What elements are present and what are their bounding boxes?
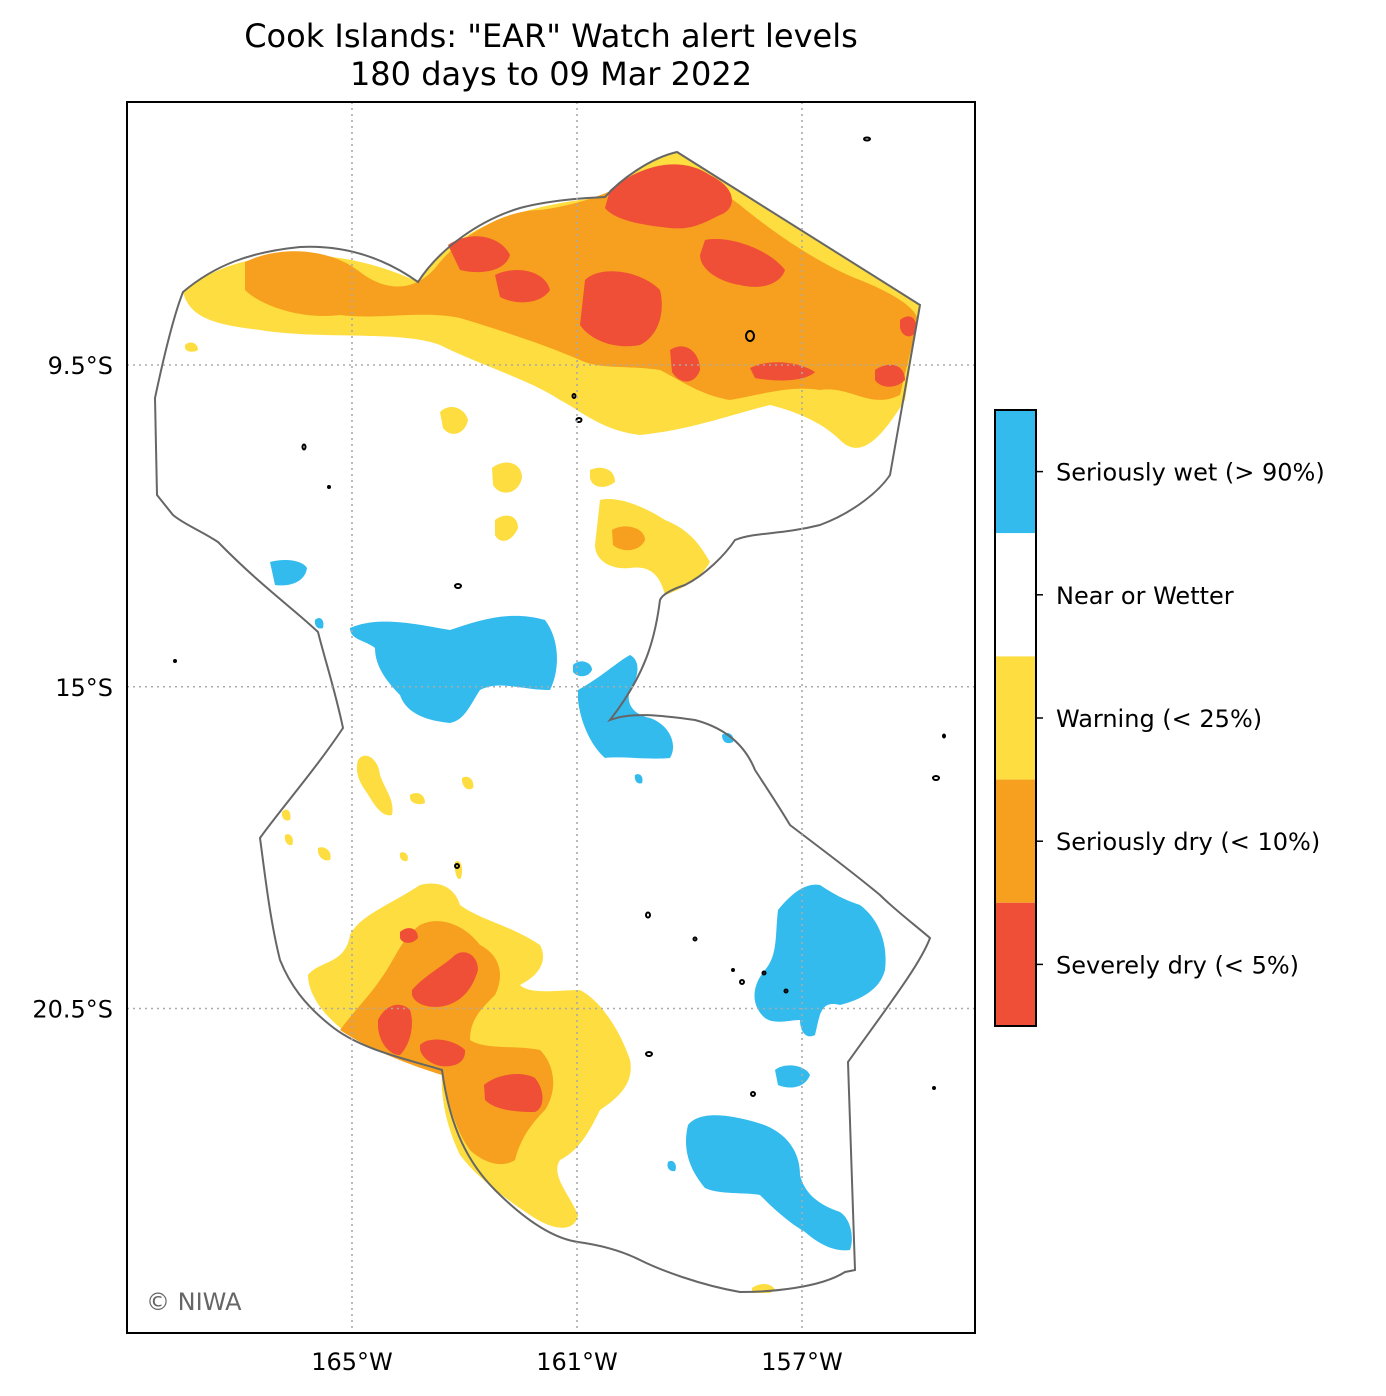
severely-dry-zone-d bbox=[448, 236, 510, 273]
seriously-dry-zone-north bbox=[245, 169, 918, 400]
legend-label: Warning (< 25%) bbox=[1056, 705, 1262, 733]
island-outline bbox=[750, 1091, 756, 1097]
severely-dry-zone-south-d bbox=[484, 1074, 543, 1112]
severely-dry-zone-south-a bbox=[412, 952, 478, 1007]
severely-dry-zone-south-b bbox=[378, 1004, 412, 1055]
wet-zone-central bbox=[350, 615, 557, 723]
severely-dry-zone-g bbox=[750, 362, 815, 381]
y-axis-tick-labels: 9.5°S 15°S 20.5°S bbox=[32, 352, 113, 1024]
wet-zone-far-south bbox=[685, 1115, 852, 1251]
northern-region-fills bbox=[183, 152, 920, 595]
island-outline bbox=[932, 1086, 936, 1090]
island-outline bbox=[863, 136, 871, 142]
severely-dry-zone-b bbox=[580, 271, 662, 347]
legend-swatch bbox=[995, 533, 1036, 657]
copyright-notice: © NIWA bbox=[146, 1288, 242, 1316]
warning-zone-central bbox=[595, 499, 710, 595]
legend-label: Severely dry (< 5%) bbox=[1056, 951, 1299, 979]
x-tick-label: 157°W bbox=[761, 1348, 843, 1376]
legend-swatch bbox=[995, 410, 1036, 534]
plot-frame bbox=[126, 101, 976, 1334]
severely-dry-zone-a bbox=[605, 164, 732, 229]
island-outline bbox=[692, 936, 698, 942]
severely-dry-zone-c bbox=[700, 239, 785, 287]
severely-dry-zone-h bbox=[900, 316, 917, 337]
y-tick-label: 9.5°S bbox=[48, 352, 113, 380]
warning-patch-10 bbox=[284, 834, 293, 846]
island-outline bbox=[942, 733, 946, 739]
wet-zone-south-central bbox=[578, 655, 674, 759]
x-axis-tick-labels: 165°W 161°W 157°W bbox=[311, 1348, 843, 1376]
central-wet-fills bbox=[270, 560, 734, 862]
island-outline bbox=[173, 659, 177, 663]
island-outline bbox=[739, 979, 745, 985]
map-layers bbox=[127, 102, 975, 1333]
x-tick-label: 161°W bbox=[536, 1348, 618, 1376]
wet-patch-4 bbox=[722, 732, 734, 744]
island-outline bbox=[645, 1051, 653, 1057]
map-subtitle: 180 days to 09 Mar 2022 bbox=[350, 55, 752, 93]
legend-frame bbox=[994, 409, 1037, 1027]
island-outline bbox=[645, 911, 651, 919]
wet-patch-5 bbox=[634, 774, 643, 784]
island-outline bbox=[745, 330, 755, 342]
island-outlines bbox=[173, 136, 946, 1097]
seriously-dry-patch-central bbox=[612, 526, 645, 551]
y-tick-label: 20.5°S bbox=[32, 996, 113, 1024]
wet-zone-southeast bbox=[754, 884, 886, 1037]
southern-region-fills bbox=[308, 860, 886, 1293]
warning-patch-5 bbox=[185, 342, 198, 352]
island-outline bbox=[761, 970, 767, 976]
island-outline bbox=[327, 485, 331, 489]
warning-patch-3 bbox=[590, 467, 615, 487]
wet-patch-1 bbox=[270, 560, 307, 586]
island-outline bbox=[454, 863, 460, 869]
warning-patch-4 bbox=[495, 515, 518, 541]
legend-label: Near or Wetter bbox=[1056, 582, 1234, 610]
warning-patch-1 bbox=[440, 406, 468, 434]
y-tick-label: 15°S bbox=[55, 674, 113, 702]
legend-label: Seriously wet (> 90%) bbox=[1056, 459, 1325, 487]
map-title: Cook Islands: "EAR" Watch alert levels bbox=[244, 17, 858, 55]
warning-patch-2 bbox=[492, 462, 522, 493]
warning-patch-12 bbox=[399, 852, 408, 862]
warning-patch-7 bbox=[410, 792, 425, 805]
island-outline bbox=[301, 443, 307, 451]
warning-patch-8 bbox=[462, 776, 474, 790]
warning-patch-11 bbox=[317, 847, 331, 861]
island-outline bbox=[783, 988, 789, 994]
legend-swatch bbox=[995, 779, 1036, 903]
warning-patch-9 bbox=[281, 809, 291, 821]
graticule bbox=[127, 102, 975, 1333]
warning-patch-south-1 bbox=[454, 860, 463, 880]
island-outline bbox=[571, 393, 577, 399]
severely-dry-zone-south-e bbox=[400, 928, 418, 943]
wet-patch-3 bbox=[314, 617, 324, 629]
island-outline bbox=[932, 775, 940, 781]
island-outline bbox=[454, 583, 462, 589]
legend-colorbar: Seriously wet (> 90%) Near or Wetter Warni… bbox=[994, 409, 1325, 1027]
severely-dry-zone-south-c bbox=[420, 1039, 466, 1067]
legend-label: Seriously dry (< 10%) bbox=[1056, 828, 1320, 856]
warning-patch-6 bbox=[356, 755, 393, 816]
island-outline bbox=[731, 968, 735, 972]
x-tick-label: 165°W bbox=[311, 1348, 393, 1376]
severely-dry-zone-i bbox=[670, 346, 700, 382]
severely-dry-zone-f bbox=[875, 364, 905, 387]
eez-boundary bbox=[153, 150, 932, 1294]
wet-patch-south-2 bbox=[667, 1160, 676, 1172]
legend-swatch bbox=[995, 902, 1036, 1026]
legend-swatch bbox=[995, 656, 1036, 780]
severely-dry-zone-e bbox=[495, 270, 550, 303]
